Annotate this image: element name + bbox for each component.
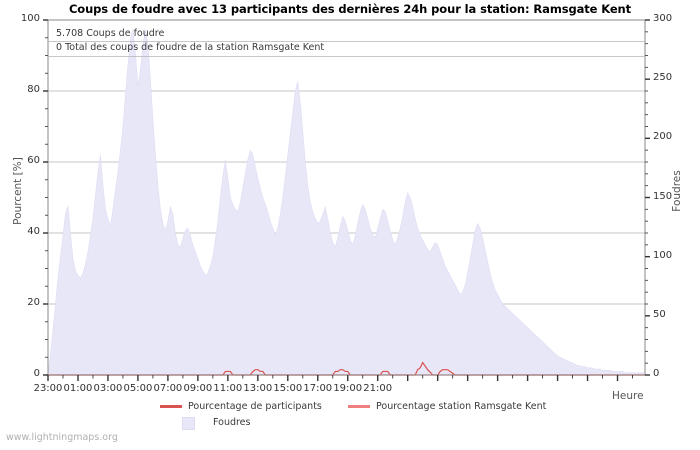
annotation-station-strokes: 0 Total des coups de foudre de la statio… xyxy=(56,42,325,53)
x-tick-0300: 03:00 xyxy=(93,383,123,394)
annotation-total-strokes: 5.708 Coups de foudre xyxy=(56,28,165,39)
y-tick-left-0: 0 xyxy=(33,368,40,379)
y-tick-right-100: 100 xyxy=(653,249,673,261)
x-tick-0500: 05:00 xyxy=(123,383,153,394)
y-tick-left-80: 80 xyxy=(27,84,40,95)
legend-label-0: Pourcentage de participants xyxy=(188,401,322,412)
legend-label-1: Pourcentage station Ramsgate Kent xyxy=(376,401,547,412)
y-tick-right-200: 200 xyxy=(653,131,673,143)
x-tick-2300: 23:00 xyxy=(33,383,63,394)
y-tick-left-100: 100 xyxy=(20,13,40,24)
y-tick-right-50: 50 xyxy=(653,308,666,320)
area-series-foudres xyxy=(47,29,646,376)
y-tick-right-150: 150 xyxy=(653,190,673,202)
y-tick-right-0: 0 xyxy=(653,368,660,379)
x-tick-0900: 09:00 xyxy=(183,383,213,394)
x-tick-0700: 07:00 xyxy=(153,383,183,394)
x-tick-1900: 19:00 xyxy=(333,383,363,394)
y-tick-left-20: 20 xyxy=(27,297,40,308)
y-tick-right-300: 300 xyxy=(653,13,673,24)
legend-label-2: Foudres xyxy=(213,417,251,428)
page-title: Coups de foudre avec 13 participants des… xyxy=(68,2,632,16)
y-tick-left-40: 40 xyxy=(27,226,40,237)
legend-marker-2 xyxy=(182,417,195,430)
x-tick-2100: 21:00 xyxy=(363,383,393,394)
y-tick-left-60: 60 xyxy=(27,155,40,166)
watermark-label: www.lightningmaps.org xyxy=(6,432,118,443)
x-tick-0100: 01:00 xyxy=(63,383,93,394)
x-tick-1700: 17:00 xyxy=(303,383,333,394)
x-axis-title: Heure xyxy=(612,390,644,402)
y-tick-right-250: 250 xyxy=(653,72,673,84)
legend-marker-1 xyxy=(348,405,370,408)
x-tick-1500: 15:00 xyxy=(273,383,303,394)
legend-marker-0 xyxy=(160,405,182,408)
x-tick-1300: 13:00 xyxy=(243,383,273,394)
x-tick-1100: 11:00 xyxy=(213,383,243,394)
